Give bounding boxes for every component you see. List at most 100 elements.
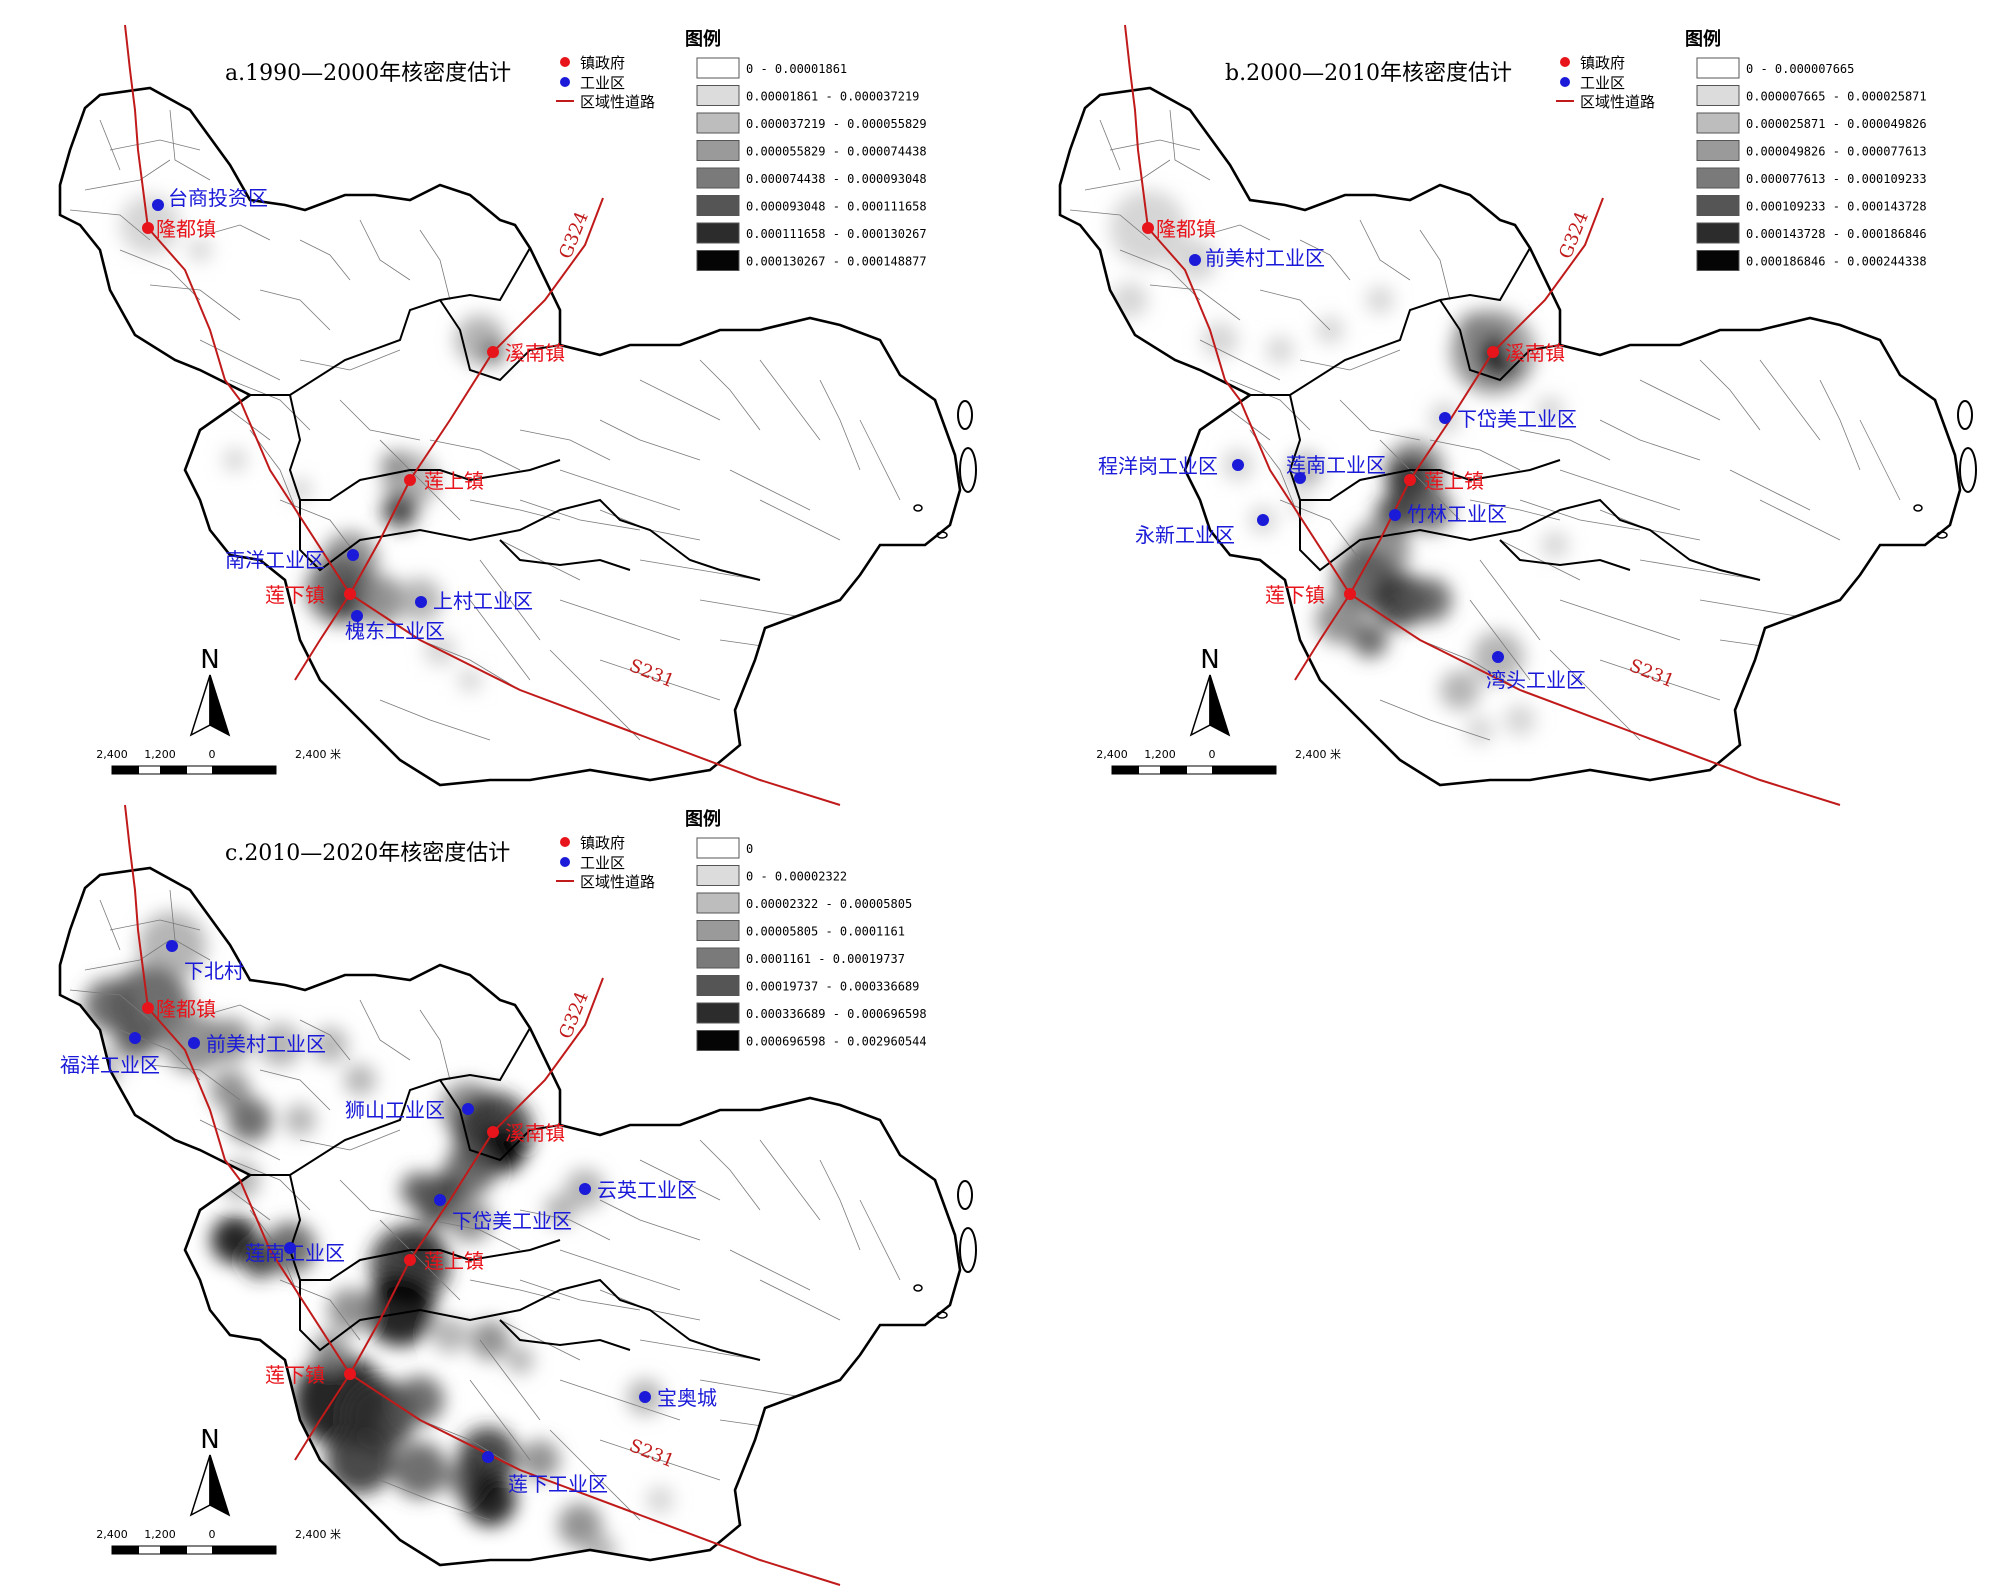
village-boundary bbox=[1149, 284, 1241, 321]
road-label-g324: G324 bbox=[555, 209, 593, 262]
road-label-g324: G324 bbox=[555, 989, 593, 1042]
village-boundary bbox=[599, 1439, 721, 1481]
industrial-zone-marker bbox=[129, 1032, 141, 1044]
legend-class-label: 0 - 0.000007665 bbox=[1746, 62, 1854, 76]
density-hotspot bbox=[470, 1320, 510, 1360]
village-boundary bbox=[1169, 109, 1211, 181]
industrial-zone-marker bbox=[152, 199, 164, 211]
legend-class-label: 0.000025871 - 0.000049826 bbox=[1746, 117, 1927, 131]
industrial-zone-marker bbox=[1257, 514, 1269, 526]
legend-class-label: 0 - 0.00002322 bbox=[746, 870, 847, 884]
town-boundary bbox=[1288, 394, 1561, 501]
legend-town-label: 镇政府 bbox=[580, 834, 625, 852]
legend-class-label: 0.000130267 - 0.000148877 bbox=[746, 255, 927, 269]
legend-town-label: 镇政府 bbox=[580, 54, 625, 72]
village-boundary bbox=[1379, 699, 1491, 741]
village-boundary bbox=[1859, 419, 1901, 501]
legend-town-symbol bbox=[1560, 57, 1570, 67]
village-boundary bbox=[204, 224, 271, 241]
density-hotspot bbox=[1079, 299, 1111, 331]
village-boundary bbox=[639, 1159, 721, 1201]
village-boundary bbox=[1099, 119, 1121, 171]
village-boundary bbox=[549, 649, 641, 741]
legend-class-label: 0.00005805 - 0.0001161 bbox=[746, 925, 905, 939]
density-hotspot bbox=[84, 979, 136, 1031]
village-boundary bbox=[1069, 209, 1151, 241]
village-boundary bbox=[759, 499, 841, 541]
village-boundary bbox=[419, 639, 521, 691]
village-boundary bbox=[119, 249, 201, 301]
legend-swatch bbox=[696, 167, 740, 189]
legend-class-label: 0.000109233 - 0.000143728 bbox=[1746, 200, 1927, 214]
legend-swatch bbox=[696, 947, 740, 969]
island bbox=[936, 531, 948, 539]
village-boundary bbox=[1339, 399, 1421, 441]
town-marker bbox=[344, 588, 356, 600]
town-label: 隆都镇 bbox=[156, 997, 216, 1021]
industrial-zone-label: 莲南工业区 bbox=[1286, 453, 1386, 477]
density-hotspot bbox=[1504, 704, 1536, 736]
density-hotspot bbox=[258, 1023, 302, 1067]
legend-class-label: 0 - 0.00001861 bbox=[746, 62, 847, 76]
density-hotspot bbox=[392, 1442, 448, 1498]
density-hotspot bbox=[1112, 282, 1148, 318]
north-arrow-icon bbox=[189, 1454, 211, 1517]
village-boundary bbox=[1379, 439, 1461, 521]
industrial-zone-label: 下岱美工业区 bbox=[452, 1209, 572, 1233]
village-boundary bbox=[199, 339, 281, 381]
village-boundaries bbox=[1069, 109, 1901, 741]
village-boundary bbox=[1469, 599, 1531, 681]
north-arrow-label: N bbox=[200, 645, 219, 675]
density-hotspot bbox=[544, 1194, 576, 1226]
legend-swatch bbox=[696, 1002, 740, 1024]
legend-class-label: 0.00019737 - 0.000336689 bbox=[746, 980, 919, 994]
industrial-zone-marker bbox=[462, 1103, 474, 1115]
town-marker bbox=[1344, 588, 1356, 600]
study-area-fill bbox=[60, 88, 960, 785]
road-g324 bbox=[1294, 197, 1604, 681]
village-boundary bbox=[559, 1379, 681, 1421]
legend-road-label: 区域性道路 bbox=[580, 873, 655, 891]
village-boundary bbox=[1204, 224, 1271, 241]
town-boundary bbox=[1250, 247, 1531, 396]
town-label: 溪南镇 bbox=[505, 341, 565, 365]
industrial-zone-label: 福洋工业区 bbox=[60, 1053, 160, 1077]
scale-bar-segment bbox=[160, 1546, 187, 1554]
density-hotspot bbox=[328, 1288, 372, 1332]
density-hotspot bbox=[646, 1486, 674, 1514]
legend-swatch bbox=[696, 112, 740, 134]
village-boundary bbox=[379, 1479, 491, 1521]
legend-town-label: 镇政府 bbox=[1580, 54, 1625, 72]
density-hotspot bbox=[208, 1018, 252, 1062]
village-boundary bbox=[1519, 429, 1611, 461]
industrial-zone-marker bbox=[188, 1037, 200, 1049]
legend-swatch bbox=[696, 222, 740, 244]
village-boundary bbox=[859, 419, 901, 501]
village-boundary bbox=[1499, 539, 1581, 581]
village-boundary bbox=[479, 559, 541, 641]
village-boundary bbox=[559, 1249, 681, 1291]
town-label: 隆都镇 bbox=[156, 217, 216, 241]
village-boundary bbox=[479, 1339, 541, 1421]
village-boundary bbox=[599, 419, 701, 461]
town-marker bbox=[404, 474, 416, 486]
scale-bar: 2,400 1,200 0 2,400 米 bbox=[96, 1528, 341, 1555]
legend-class-label: 0.000007665 - 0.000025871 bbox=[1746, 90, 1927, 104]
industrial-zone-label: 湾头工业区 bbox=[1486, 668, 1586, 692]
town-marker bbox=[487, 346, 499, 358]
road-s231 bbox=[124, 804, 841, 1586]
village-boundary bbox=[639, 1339, 761, 1361]
village-boundary bbox=[1729, 469, 1811, 511]
scale-bar-segment bbox=[212, 1546, 276, 1554]
village-boundary bbox=[599, 1199, 701, 1241]
density-hotspot bbox=[223, 448, 247, 472]
density-hotspot bbox=[448, 1198, 492, 1242]
density-hotspot bbox=[464, 1474, 516, 1526]
town-marker bbox=[142, 222, 154, 234]
village-boundary bbox=[379, 699, 491, 741]
legend-industrial-symbol bbox=[560, 77, 570, 87]
village-boundary bbox=[1419, 639, 1521, 691]
village-boundary bbox=[299, 239, 351, 281]
island bbox=[1936, 531, 1948, 539]
village-boundary bbox=[759, 359, 821, 441]
